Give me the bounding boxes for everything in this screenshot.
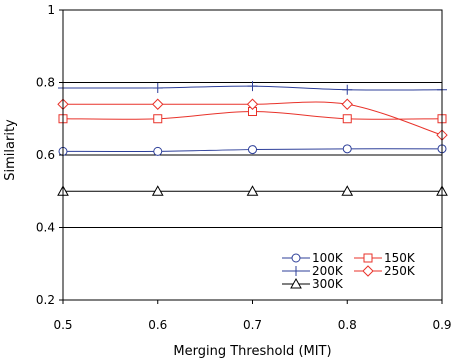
x-tick-label: 0.9 bbox=[432, 318, 451, 332]
point-250K bbox=[341, 98, 353, 110]
point-300K bbox=[341, 185, 354, 196]
legend-marker-300K bbox=[290, 277, 302, 289]
y-tick-label: 0.6 bbox=[36, 148, 55, 162]
y-axis-title: Similarity bbox=[3, 119, 18, 181]
point-250K bbox=[152, 98, 164, 110]
point-100K bbox=[153, 146, 163, 156]
point-250K bbox=[246, 98, 259, 110]
point-200K bbox=[342, 84, 353, 95]
legend: 100K 150K 200K 250K 300K bbox=[282, 251, 416, 291]
point-100K bbox=[342, 144, 352, 154]
y-tick-label: 0.8 bbox=[36, 76, 55, 90]
point-150K bbox=[342, 114, 352, 124]
y-tick-label: 0.2 bbox=[36, 293, 55, 307]
legend-marker-250K bbox=[362, 265, 374, 277]
legend-marker-100K bbox=[291, 253, 301, 263]
point-200K bbox=[152, 82, 163, 93]
point-200K bbox=[247, 81, 258, 92]
point-150K bbox=[153, 114, 163, 124]
point-100K bbox=[248, 145, 257, 155]
x-axis-title: Merging Threshold (MIT) bbox=[173, 344, 331, 359]
y-tick-label: 0.4 bbox=[36, 221, 55, 235]
x-axis-ticks: 0.5 0.6 0.7 0.8 0.9 bbox=[53, 300, 451, 332]
legend-label-300K: 300K bbox=[312, 277, 344, 291]
x-tick-label: 0.5 bbox=[53, 318, 72, 332]
y-axis-ticks: 0.2 0.4 0.6 0.8 1 bbox=[36, 3, 63, 307]
legend-label-250K: 250K bbox=[384, 264, 416, 278]
legend-marker-200K bbox=[291, 266, 301, 276]
legend-label-100K: 100K bbox=[312, 251, 344, 265]
series-markers bbox=[57, 81, 448, 196]
legend-label-150K: 150K bbox=[384, 251, 416, 265]
point-300K bbox=[246, 185, 259, 196]
legend-marker-150K bbox=[363, 253, 373, 263]
point-300K bbox=[151, 185, 164, 196]
x-tick-label: 0.6 bbox=[148, 318, 167, 332]
y-tick-label: 1 bbox=[47, 3, 55, 17]
legend-label-200K: 200K bbox=[312, 264, 344, 278]
x-tick-label: 0.7 bbox=[243, 318, 262, 332]
x-tick-label: 0.8 bbox=[338, 318, 357, 332]
